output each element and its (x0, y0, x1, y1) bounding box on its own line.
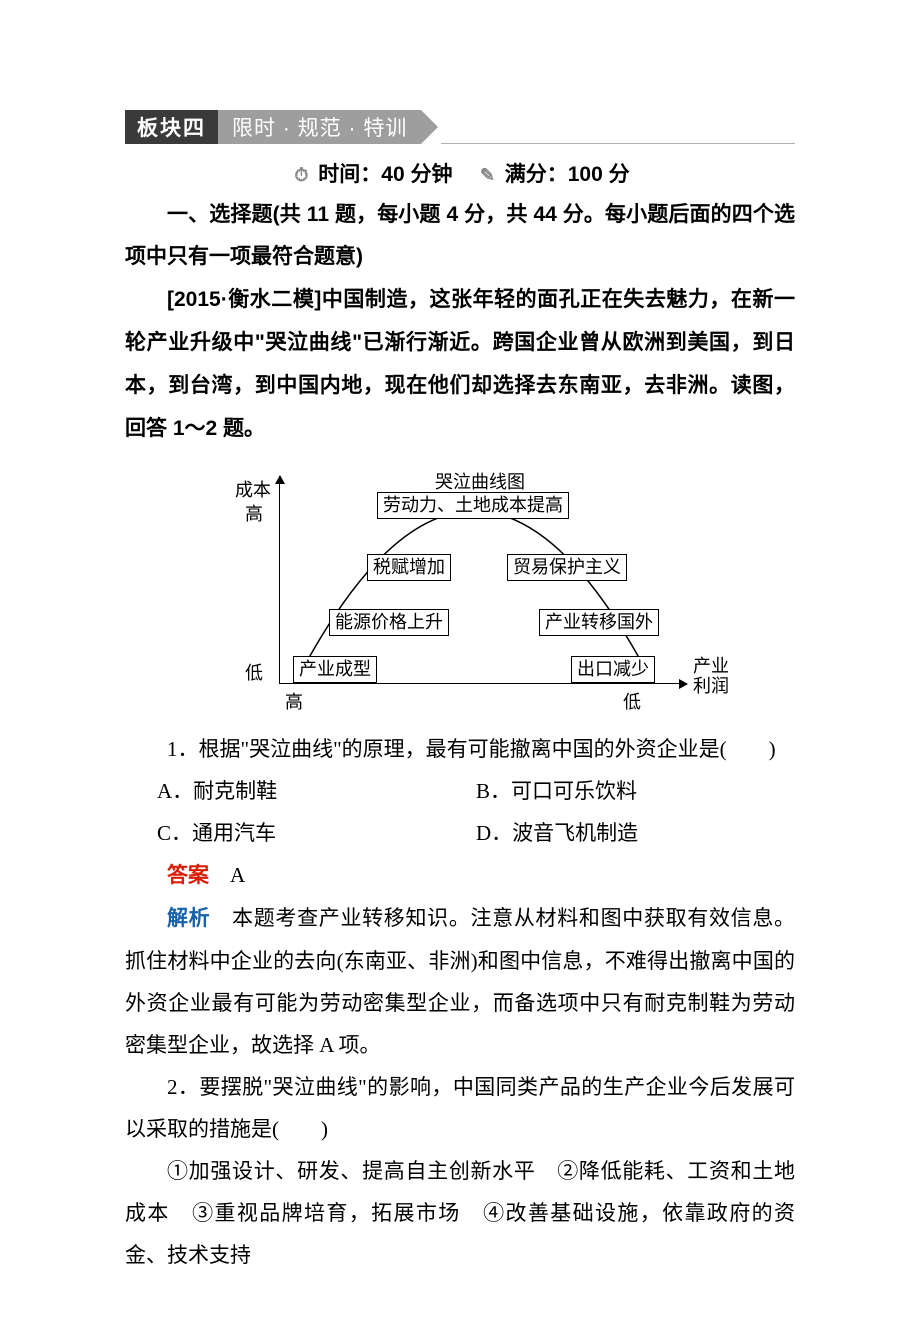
y-axis-title: 成本 (235, 476, 271, 502)
q1-opt-d: D．波音飞机制造 (476, 812, 795, 854)
analysis-label: 解析 (167, 907, 210, 930)
q2-options-inline: ①加强设计、研发、提高自主创新水平 ②降低能耗、工资和土地成本 ③重视品牌培育，… (125, 1150, 795, 1276)
part1-heading: 一、选择题(共 11 题，每小题 4 分，共 44 分。每小题后面的四个选项中只… (125, 194, 795, 278)
q2-stem: 2．要摆脱"哭泣曲线"的影响，中国同类产品的生产企业今后发展可以采取的措施是( … (125, 1066, 795, 1150)
exam-meta: ⏱ 时间：40 分钟 ✎ 满分：100 分 (125, 158, 795, 188)
box-mid-left: 税赋增加 (367, 554, 451, 581)
header-rule (441, 110, 795, 144)
time-label: 时间： (318, 163, 381, 186)
answer-value: A (230, 863, 245, 887)
q1-opt-b: B．可口可乐饮料 (476, 770, 795, 812)
q1-options: A．耐克制鞋 B．可口可乐饮料 C．通用汽车 D．波音飞机制造 (157, 770, 795, 854)
answer-label: 答案 (167, 864, 209, 887)
crying-curve-path (299, 511, 649, 676)
x-axis-high: 高 (285, 688, 303, 714)
time-value: 40 分钟 (381, 163, 452, 186)
q1-row-ab: A．耐克制鞋 B．可口可乐饮料 (157, 770, 795, 812)
section-header: 板块四 限时 · 规范 · 特训 (125, 110, 795, 144)
passage: [2015·衡水二模]中国制造，这张年轻的面孔正在失去魅力，在新一轮产业升级中"… (125, 278, 795, 450)
q1-answer: 答案 A (125, 854, 795, 897)
page: 板块四 限时 · 规范 · 特训 ⏱ 时间：40 分钟 ✎ 满分：100 分 一… (0, 0, 920, 1336)
y-axis-high: 高 (245, 500, 263, 526)
box-base-right: 出口减少 (571, 656, 655, 683)
box-low-left: 能源价格上升 (329, 609, 449, 636)
score-value: 100 分 (568, 163, 630, 186)
note-icon: ✎ (480, 165, 495, 186)
q1-analysis: 解析 本题考查产业转移知识。注意从材料和图中获取有效信息。抓住材料中企业的去向(… (125, 897, 795, 1066)
crying-curve-figure: 成本 高 低 产业 利润 高 低 哭泣曲线图 劳动力、土地成本提高 税赋增加 贸… (225, 464, 695, 714)
box-low-right: 产业转移国外 (539, 609, 659, 636)
analysis-text: 本题考查产业转移知识。注意从材料和图中获取有效信息。抓住材料中企业的去向(东南亚… (125, 906, 795, 1057)
clock-icon: ⏱ (294, 165, 308, 186)
box-mid-right: 贸易保护主义 (507, 554, 627, 581)
x-axis-low: 低 (623, 688, 641, 714)
section-label-tab: 板块四 (125, 110, 218, 144)
score-label: 满分： (505, 163, 568, 186)
figure-title: 哭泣曲线图 (435, 468, 525, 494)
x-axis-title-2: 利润 (693, 672, 729, 698)
section-subtitle-tab: 限时 · 规范 · 特训 (218, 110, 421, 144)
q1-row-cd: C．通用汽车 D．波音飞机制造 (157, 812, 795, 854)
box-base-left: 产业成型 (293, 656, 377, 683)
box-top: 劳动力、土地成本提高 (377, 492, 569, 519)
q1-opt-c: C．通用汽车 (157, 812, 476, 854)
passage-source: [2015·衡水二模] (167, 288, 321, 311)
q1-stem: 1．根据"哭泣曲线"的原理，最有可能撤离中国的外资企业是( ) (125, 728, 795, 770)
q1-opt-a: A．耐克制鞋 (157, 770, 476, 812)
y-axis-low: 低 (245, 659, 263, 685)
